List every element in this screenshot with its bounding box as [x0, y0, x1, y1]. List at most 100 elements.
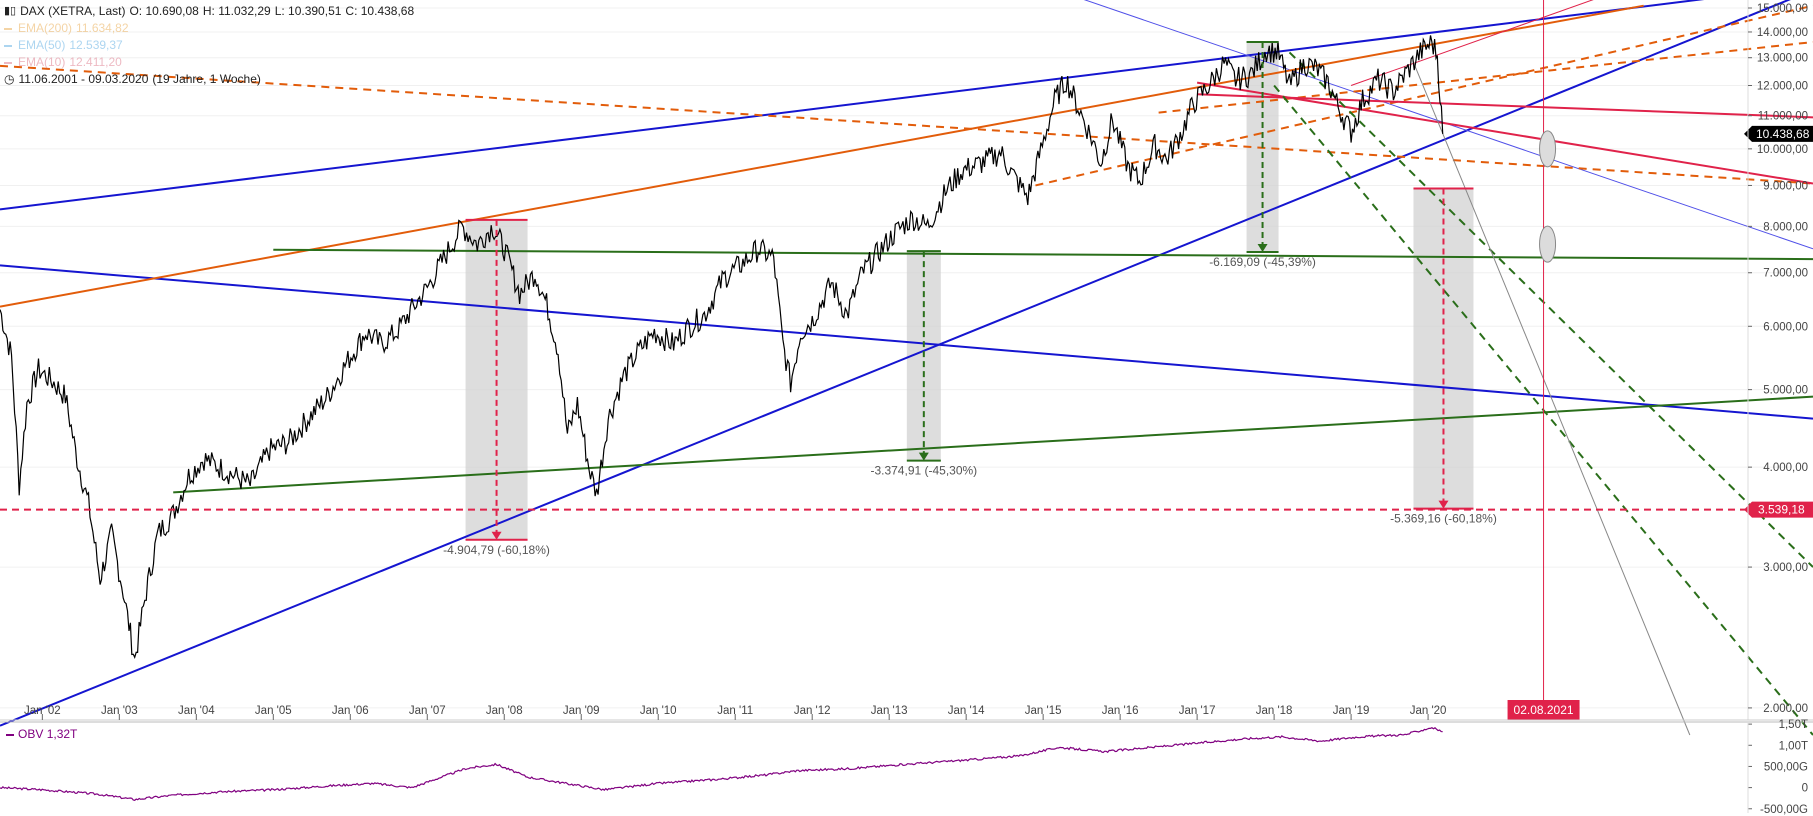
- ema50-value: 12.539,37: [69, 38, 123, 52]
- x-tick-label: Jan '15: [1025, 705, 1062, 717]
- y-tick-label: 9.000,00: [1763, 180, 1808, 192]
- x-tick-label: Jan '06: [332, 705, 369, 717]
- ema50-swatch: [4, 44, 12, 47]
- trend-line: [0, 0, 1705, 211]
- dax-price-line: [0, 35, 1444, 659]
- obv-panel: 1,50T 1,00T 500,00G 0 -500,00G: [0, 719, 1813, 816]
- obv-tick-label: 1,00T: [1779, 740, 1808, 752]
- obv-name: OBV: [18, 727, 44, 741]
- x-tick-label: Jan '18: [1256, 705, 1293, 717]
- x-tick-label: Jan '10: [640, 705, 677, 717]
- x-tick-label: Jan '09: [563, 705, 600, 717]
- price-y-axis: 15.000,00 14.000,00 13.000,00 12.000,00 11.0…: [1747, 0, 1808, 720]
- x-tick-label: Jan '04: [178, 705, 215, 717]
- x-tick-label: Jan '02: [24, 705, 61, 717]
- time-x-axis: Jan '02 Jan '03 Jan '04 Jan '05 Jan '06 Jan '…: [0, 705, 1813, 721]
- current-price-label: 10.438,68: [1756, 127, 1810, 141]
- x-tick-label: Jan '17: [1179, 705, 1216, 717]
- date-marker-label: 02.08.2021: [1514, 703, 1574, 717]
- trend-line: [1412, 60, 1691, 736]
- ema200-value: 11.634,82: [76, 21, 129, 35]
- date-range-row: ◷ 11.06.2001 - 09.03.2020 (19 Jahre, 1 W…: [4, 71, 414, 88]
- y-tick-label: 15.000,00: [1757, 3, 1808, 15]
- legend-ema50[interactable]: EMA(50) 12.539,37: [4, 37, 414, 54]
- y-tick-label: 11.000,00: [1758, 111, 1808, 123]
- legend-ema10[interactable]: EMA(10) 12.411,20: [4, 54, 414, 71]
- drawdown-arrow-head: [1257, 244, 1268, 253]
- x-tick-label: Jan '11: [717, 705, 753, 717]
- obv-value: 1,32T: [46, 727, 78, 741]
- legend-ema200[interactable]: EMA(200) 11.634,82: [4, 20, 414, 37]
- target-ellipse: [1539, 225, 1557, 263]
- obv-tick-label: 0: [1802, 783, 1808, 795]
- trend-line: [1197, 93, 1813, 119]
- x-tick-label: Jan '05: [255, 705, 292, 717]
- x-tick-label: Jan '14: [948, 705, 985, 717]
- y-tick-label: 3.000,00: [1763, 562, 1808, 574]
- y-tick-label: 7.000,00: [1763, 268, 1808, 280]
- x-tick-label: Jan '08: [486, 705, 523, 717]
- trend-line: [0, 4, 1644, 308]
- obv-tick-label: 1,50T: [1779, 719, 1808, 731]
- ema200-swatch: [4, 27, 12, 30]
- trend-line: [1288, 51, 1813, 568]
- candlestick-icon: ▮▯: [4, 5, 17, 17]
- drawdown-label: -3.374,91 (-45,30%): [870, 464, 977, 478]
- x-tick-label: Jan '03: [101, 705, 138, 717]
- obv-tick-label: 500,00G: [1764, 761, 1808, 773]
- y-tick-label: 5.000,00: [1763, 385, 1808, 397]
- obv-legend[interactable]: OBV 1,32T: [6, 727, 77, 741]
- trend-lines: [0, 0, 1813, 736]
- open-value: O: 10.690,08: [129, 4, 199, 18]
- y-tick-label: 8.000,00: [1763, 221, 1808, 233]
- support-level-label: 3.539,18: [1758, 503, 1805, 517]
- trend-line: [0, 0, 1791, 727]
- high-value: H: 11.032,29: [202, 4, 271, 18]
- annotations: 3.539,18 10.438,68 -4.904,79 (-60,18%) -3.3…: [0, 0, 1813, 720]
- date-range: 11.06.2001 - 09.03.2020: [18, 72, 149, 86]
- date-marker-tag: [1507, 700, 1580, 720]
- x-tick-label: Jan '13: [871, 705, 908, 717]
- drawdown-label: -6.169,09 (-45,39%): [1209, 255, 1316, 269]
- current-price-tag: [1744, 125, 1813, 142]
- y-tick-label: 13.000,00: [1757, 53, 1808, 65]
- grid-horizontal: [0, 7, 1790, 709]
- date-range-detail: (19 Jahre, 1 Woche): [152, 72, 261, 86]
- x-tick-label: Jan '07: [409, 705, 446, 717]
- trend-line: [0, 264, 1813, 420]
- support-level-tag: [1744, 501, 1813, 518]
- clock-icon: ◷: [4, 72, 15, 86]
- y-tick-label: 2.000,00: [1763, 703, 1808, 715]
- trend-line: [0, 64, 1813, 185]
- drawdown-arrow-head: [491, 531, 502, 540]
- drawdown-arrow-head: [1438, 500, 1449, 509]
- symbol-name: DAX (XETRA, Last): [20, 4, 126, 18]
- y-tick-label: 12.000,00: [1757, 81, 1808, 93]
- drawdown-label: -5.369,16 (-60,18%): [1390, 512, 1497, 526]
- trend-line: [273, 248, 1813, 261]
- x-tick-label: Jan '16: [1102, 705, 1139, 717]
- low-value: L: 10.390,51: [274, 4, 342, 18]
- price-series: [0, 35, 1444, 659]
- ema50-label: EMA(50): [18, 38, 66, 52]
- symbol-row: ▮▯ DAX (XETRA, Last) O: 10.690,08 H: 11.…: [4, 3, 414, 20]
- obv-line: [0, 727, 1443, 801]
- close-value: C: 10.438,68: [345, 4, 415, 18]
- ema200-label: EMA(200): [18, 21, 73, 35]
- x-tick-label: Jan '20: [1410, 705, 1447, 717]
- trend-line: [173, 395, 1813, 494]
- ema10-swatch: [4, 61, 12, 64]
- target-ellipse: [1539, 130, 1557, 168]
- ema10-value: 12.411,20: [69, 55, 122, 69]
- drawdown-arrow-head: [918, 452, 929, 461]
- obv-tick-label: -500,00G: [1760, 804, 1808, 816]
- drawdown-label: -4.904,79 (-60,18%): [443, 543, 550, 557]
- x-tick-label: Jan '19: [1333, 705, 1370, 717]
- ema10-label: EMA(10): [18, 55, 66, 69]
- trend-line: [1158, 41, 1813, 114]
- obv-swatch: [6, 733, 14, 736]
- trend-line: [1083, 0, 1813, 250]
- y-tick-label: 6.000,00: [1763, 321, 1808, 333]
- y-tick-label: 10.000,00: [1757, 144, 1808, 156]
